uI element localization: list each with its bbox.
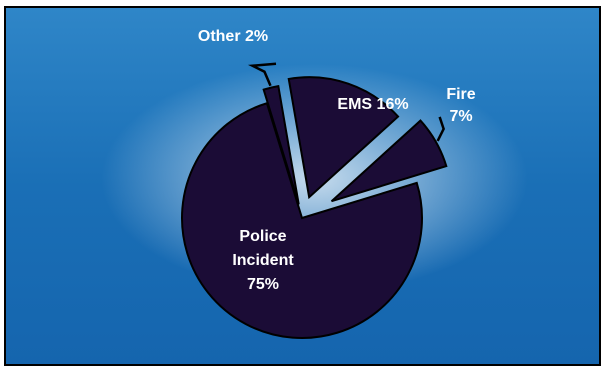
- leader-line-fire: [436, 116, 445, 142]
- pie-slice-ems: [287, 76, 400, 200]
- leader-lines: [247, 62, 445, 142]
- slice-label-fire-line1: Fire: [446, 86, 475, 103]
- slice-label-police-line3: 75%: [247, 276, 279, 293]
- pie-chart: Police Incident 75% Other 2% EMS 16% Fir…: [181, 28, 476, 339]
- slice-label-other: Other 2%: [198, 28, 268, 45]
- slice-label-police-line2: Incident: [232, 252, 294, 269]
- pie-slice-fire: [330, 119, 448, 203]
- pie-slice-other: [262, 84, 300, 205]
- slice-label-ems: EMS 16%: [337, 96, 408, 113]
- pie-slices: [181, 76, 448, 339]
- pie-slice-police-incident: [181, 101, 423, 339]
- leader-line-other: [247, 62, 277, 87]
- chart-frame: Police Incident 75% Other 2% EMS 16% Fir…: [4, 6, 601, 366]
- slice-label-police-line1: Police: [239, 228, 286, 245]
- slice-label-fire-line2: 7%: [449, 108, 472, 125]
